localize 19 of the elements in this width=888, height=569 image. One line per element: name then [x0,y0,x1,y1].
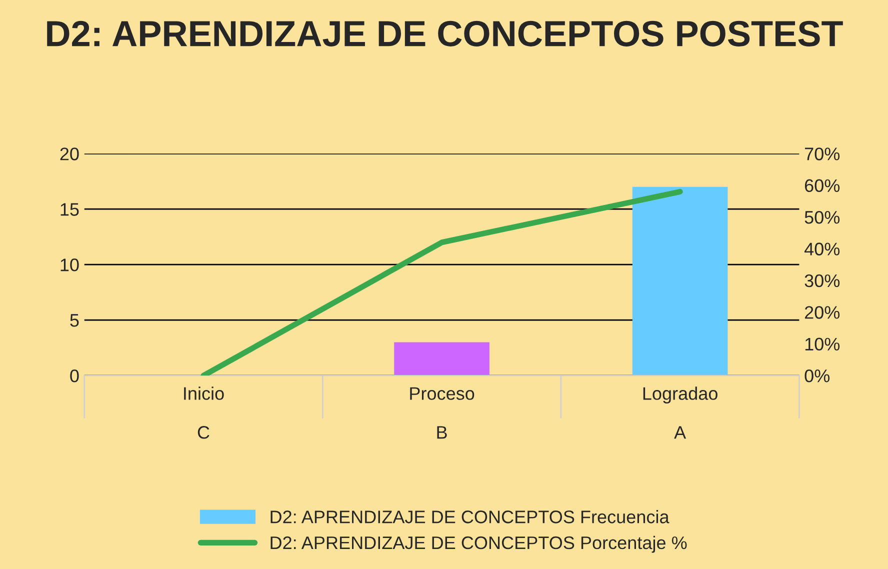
y-tick-label: 0 [70,369,79,382]
y2-tick-label: 20% [804,306,840,319]
y-tick-label: 5 [70,314,79,327]
y-tick-label: 10 [60,258,79,272]
y-tick-label: 20 [60,148,79,160]
y2-tick-label: 60% [804,179,840,192]
legend-label: D2: APRENDIZAJE DE CONCEPTOS Porcentaje % [270,536,687,553]
y2-tick-label: 30% [804,274,840,288]
chart-title: D2: APRENDIZAJE DE CONCEPTOS POSTEST [47,20,843,46]
y2-tick-label: 10% [805,338,840,351]
y2-tick-label: 50% [804,210,840,224]
category-label: Inicio C [184,386,224,439]
legend-label: D2: APRENDIZAJE DE CONCEPTOS Frecuencia [270,510,670,524]
y2-tick-label: 70% [804,148,840,160]
y2-tick-label: 0% [804,369,830,382]
y2-tick-label: 40% [804,242,840,256]
category-label: Logradao A [643,386,718,439]
category-label: Proceso B [410,387,474,439]
y-tick-label: 15 [60,203,79,216]
